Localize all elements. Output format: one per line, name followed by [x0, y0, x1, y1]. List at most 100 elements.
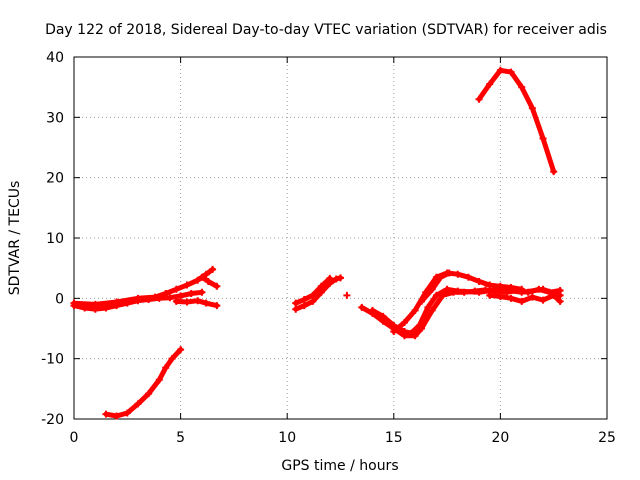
data-point [177, 292, 185, 300]
y-tick-label: 30 [46, 110, 64, 126]
y-tick-label: -10 [41, 352, 64, 368]
series-track-13 [486, 291, 564, 305]
data-point [528, 293, 536, 301]
data-point [309, 297, 317, 305]
series-track-7 [292, 274, 334, 307]
x-axis-label: GPS time / hours [281, 458, 398, 474]
data-point [113, 298, 121, 306]
x-tick-label: 25 [598, 430, 616, 446]
axis-ticks [73, 56, 608, 420]
y-tick-label: 0 [55, 291, 64, 307]
data-point [300, 296, 308, 304]
data-series [70, 66, 564, 420]
data-point [390, 321, 398, 329]
x-tick-label: 20 [491, 430, 509, 446]
y-tick-label: 10 [46, 231, 64, 247]
data-point [166, 294, 174, 302]
data-point [556, 297, 564, 305]
data-point [213, 282, 221, 290]
data-point [432, 291, 440, 299]
series-line [293, 275, 343, 312]
data-point [428, 285, 436, 293]
data-point [343, 291, 351, 299]
series-track-14 [475, 66, 558, 176]
data-point [507, 68, 515, 76]
data-point [213, 302, 221, 310]
data-point [102, 410, 110, 418]
series-track-4 [198, 273, 221, 290]
data-point [145, 390, 153, 398]
data-point [187, 290, 195, 298]
series-line [476, 67, 557, 175]
data-point [194, 297, 202, 305]
y-tick-label: 20 [46, 171, 64, 187]
x-tick-label: 0 [70, 430, 79, 446]
data-point [400, 318, 408, 326]
data-point [428, 306, 436, 314]
data-point [134, 294, 142, 302]
x-tick-labels: 0 5 10 15 20 25 [70, 430, 616, 446]
data-point [162, 364, 170, 372]
data-point [475, 288, 483, 296]
data-point [368, 306, 376, 314]
data-point [70, 299, 78, 307]
data-point [539, 296, 547, 304]
data-point [123, 409, 131, 417]
data-point [400, 328, 408, 336]
y-tick-label: 40 [46, 50, 64, 66]
data-point [292, 305, 300, 313]
data-point [332, 275, 340, 283]
series-track-12 [418, 269, 453, 305]
y-axis-label: SDTVAR / TECUs [7, 181, 23, 296]
data-point [486, 80, 494, 88]
data-point [390, 328, 398, 336]
data-point [475, 95, 483, 103]
series-track-3 [172, 297, 221, 310]
data-point [496, 66, 504, 74]
data-point [539, 285, 547, 293]
data-point [300, 302, 308, 310]
data-point [183, 298, 191, 306]
series-track-6 [292, 274, 344, 313]
data-point [202, 270, 210, 278]
series-track-8 [343, 291, 351, 299]
data-point [507, 283, 515, 291]
data-point [411, 332, 419, 340]
data-point [379, 312, 387, 320]
data-point [194, 276, 202, 284]
data-point [407, 329, 415, 337]
data-point [464, 273, 472, 281]
data-point [209, 265, 217, 273]
x-tick-label: 15 [385, 430, 403, 446]
data-point [162, 290, 170, 298]
data-point [168, 355, 176, 363]
chart-title: Day 122 of 2018, Sidereal Day-to-day VTE… [45, 22, 607, 38]
x-tick-label: 10 [278, 430, 296, 446]
data-point [91, 300, 99, 308]
data-point [454, 270, 462, 278]
data-point [496, 282, 504, 290]
data-point [198, 273, 206, 281]
data-point [198, 288, 206, 296]
data-point [539, 134, 547, 142]
data-point [518, 83, 526, 91]
data-point [155, 376, 163, 384]
data-point [292, 299, 300, 307]
data-point [424, 303, 432, 311]
series-line [419, 270, 452, 304]
data-point [518, 285, 526, 293]
data-point [202, 299, 210, 307]
data-point [358, 303, 366, 311]
plot-frame [73, 56, 608, 420]
data-point [204, 277, 212, 285]
data-point [177, 346, 185, 354]
data-point [556, 291, 564, 299]
y-tick-label: -20 [41, 412, 64, 428]
data-point [437, 273, 445, 281]
x-tick-label: 5 [176, 430, 185, 446]
data-point [309, 291, 317, 299]
data-point [507, 294, 515, 302]
data-point [486, 281, 494, 289]
data-point [486, 291, 494, 299]
